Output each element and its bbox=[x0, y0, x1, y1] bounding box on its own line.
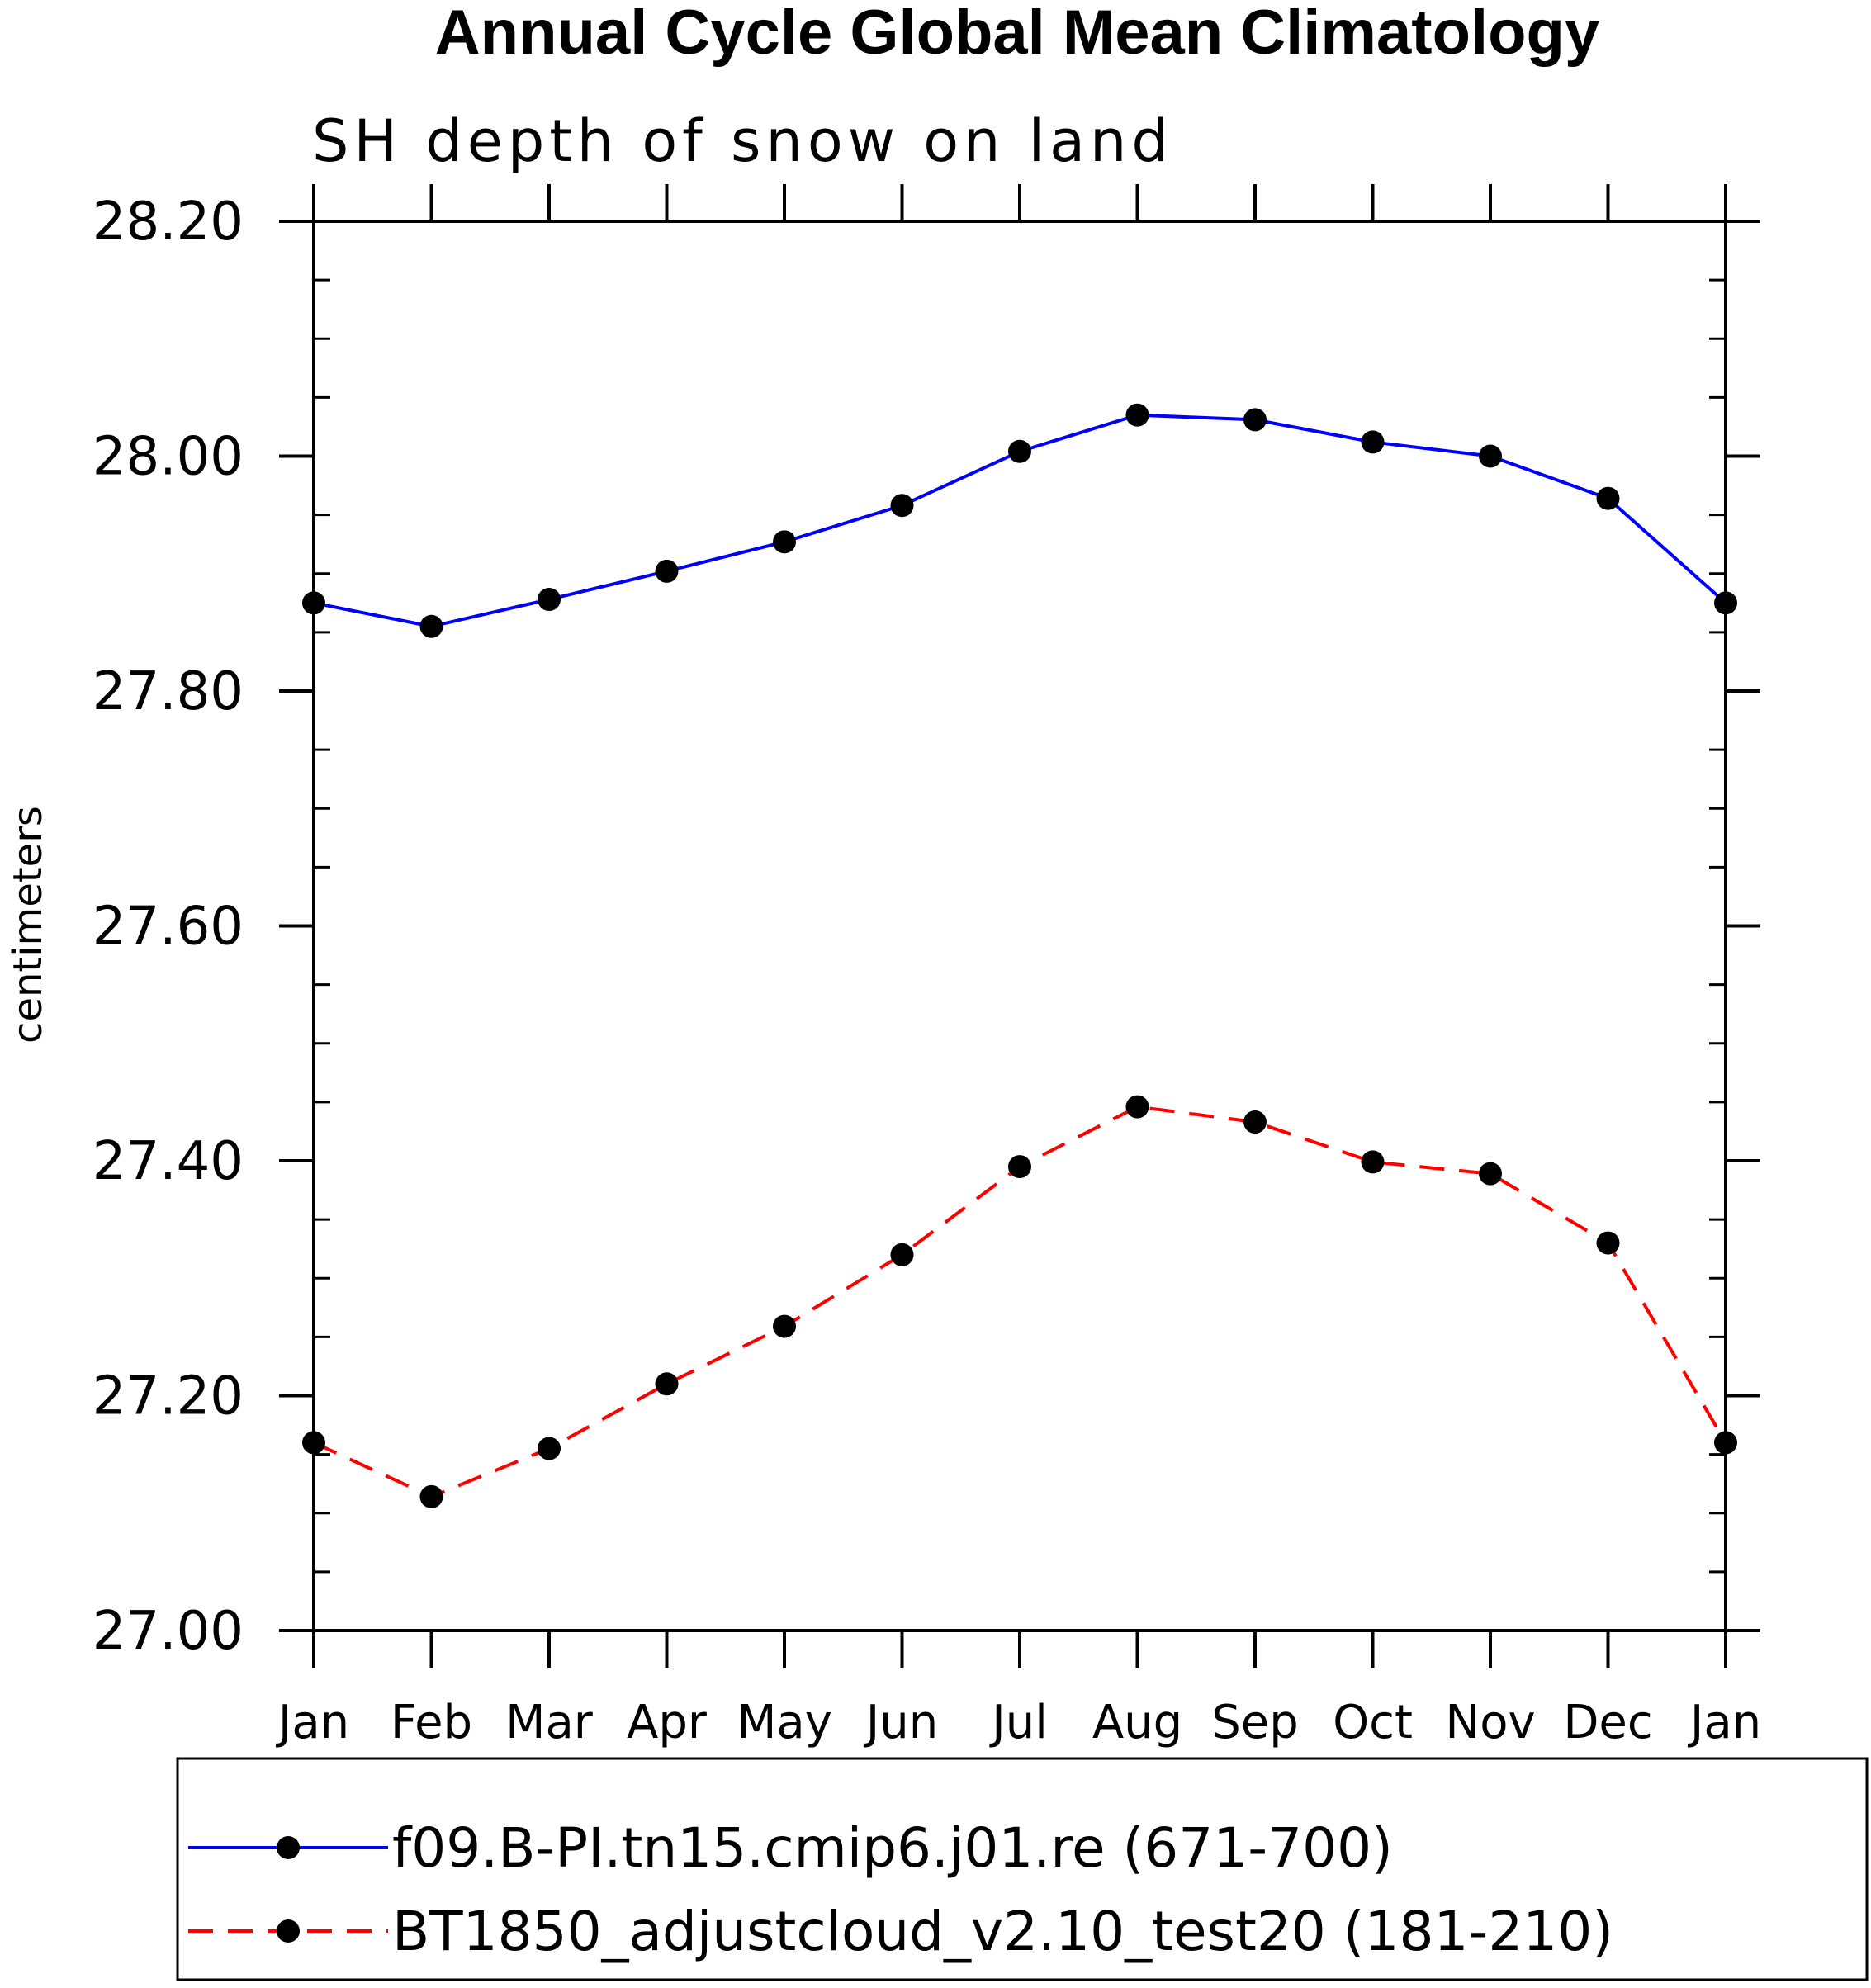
series-2-point bbox=[1125, 1095, 1149, 1119]
y-tick-label: 27.80 bbox=[92, 661, 244, 722]
x-tick-label: May bbox=[737, 1696, 832, 1749]
x-tick-label: Jan bbox=[276, 1696, 349, 1749]
x-tick-label: Jan bbox=[1688, 1696, 1761, 1749]
chart-title: Annual Cycle Global Mean Climatology bbox=[435, 0, 1599, 68]
series-1-point bbox=[1361, 430, 1385, 454]
axes-ticks bbox=[279, 184, 1760, 1668]
series-1-point bbox=[538, 588, 561, 612]
x-tick-label: Oct bbox=[1333, 1696, 1413, 1749]
series-1-point bbox=[890, 494, 914, 518]
legend-marker-series-1 bbox=[277, 1836, 300, 1859]
series-1-point bbox=[1125, 403, 1149, 427]
x-tick-label: Mar bbox=[505, 1696, 594, 1749]
x-tick-label: Aug bbox=[1092, 1696, 1182, 1749]
series-2-point bbox=[1361, 1150, 1385, 1174]
y-tick-label: 27.20 bbox=[92, 1366, 244, 1427]
x-tick-label: Sep bbox=[1211, 1696, 1299, 1749]
y-tick-label: 28.20 bbox=[92, 192, 244, 253]
y-tick-label: 27.00 bbox=[92, 1601, 244, 1662]
series-1-point bbox=[1243, 408, 1267, 432]
legend-box bbox=[176, 1757, 1869, 1981]
series-2-point bbox=[538, 1437, 561, 1460]
series-2-point bbox=[655, 1372, 679, 1396]
y-tick-label: 27.60 bbox=[92, 897, 244, 958]
series-1-point bbox=[1479, 444, 1502, 468]
y-axis-label: centimeters bbox=[5, 806, 51, 1044]
series-2-point bbox=[1008, 1155, 1031, 1179]
series-2-point bbox=[890, 1242, 914, 1266]
chart-subtitle: SH depth of snow on land bbox=[312, 107, 1173, 175]
legend-label-series-1: f09.B-PI.tn15.cmip6.j01.re (671-700) bbox=[392, 1816, 1393, 1880]
series-1-point bbox=[773, 530, 796, 554]
series-2-point bbox=[773, 1314, 796, 1338]
series-2-point bbox=[419, 1484, 443, 1508]
series-layer bbox=[302, 403, 1737, 1508]
y-tick-label: 27.40 bbox=[92, 1131, 244, 1192]
x-tick-label: Jun bbox=[864, 1696, 939, 1749]
series-1-point bbox=[655, 559, 679, 583]
series-1-point bbox=[1596, 486, 1620, 510]
x-tick-label: Dec bbox=[1563, 1696, 1652, 1749]
x-tick-labels: Jan Feb Mar Apr May Jun Jul Aug Sep Oct Nov Dec Jan bbox=[276, 1696, 1761, 1749]
y-tick-label: 28.00 bbox=[92, 427, 244, 488]
y-tick-labels: 27.00 27.20 27.40 27.60 27.80 28.00 28.20 bbox=[92, 192, 244, 1662]
legend: f09.B-PI.tn15.cmip6.j01.re (671-700) BT1… bbox=[176, 1757, 1869, 1981]
series-2-point bbox=[1479, 1162, 1502, 1186]
series-1-point bbox=[1008, 439, 1031, 463]
series-2-point bbox=[1243, 1110, 1267, 1134]
legend-label-series-2: BT1850_adjustcloud_v2.10_test20 (181-210… bbox=[392, 1900, 1613, 1963]
x-tick-label: Apr bbox=[627, 1696, 708, 1749]
series-1-point bbox=[419, 614, 443, 638]
x-tick-label: Nov bbox=[1445, 1696, 1535, 1749]
x-tick-label: Jul bbox=[989, 1696, 1048, 1749]
legend-marker-series-2 bbox=[277, 1919, 300, 1943]
x-tick-label: Feb bbox=[391, 1696, 472, 1749]
series-2-point bbox=[1596, 1231, 1620, 1255]
plot-frame bbox=[312, 220, 1727, 1632]
